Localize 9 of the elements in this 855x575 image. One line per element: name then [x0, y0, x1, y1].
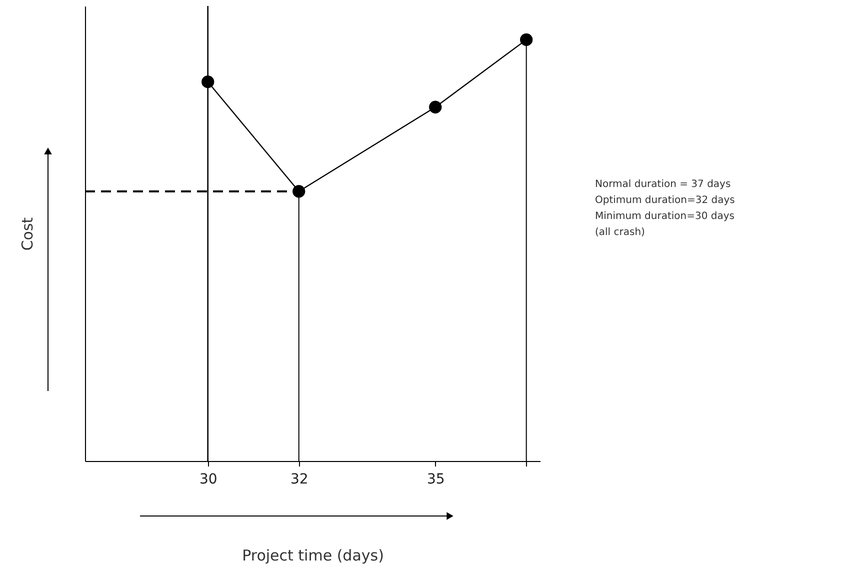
x-tick-label: 30: [199, 472, 218, 488]
y-axis-title: Cost: [18, 217, 36, 251]
x-tick-label: 35: [426, 472, 445, 488]
text: Optimum duration=32 days: [595, 195, 735, 206]
text: Minimum duration=30 days: [595, 211, 734, 222]
text: Normal duration = 37 days: [595, 179, 731, 190]
x-tick-label: 32: [290, 472, 308, 488]
x-axis-title: Project time (days): [242, 546, 384, 564]
text: (all crash): [595, 227, 646, 238]
